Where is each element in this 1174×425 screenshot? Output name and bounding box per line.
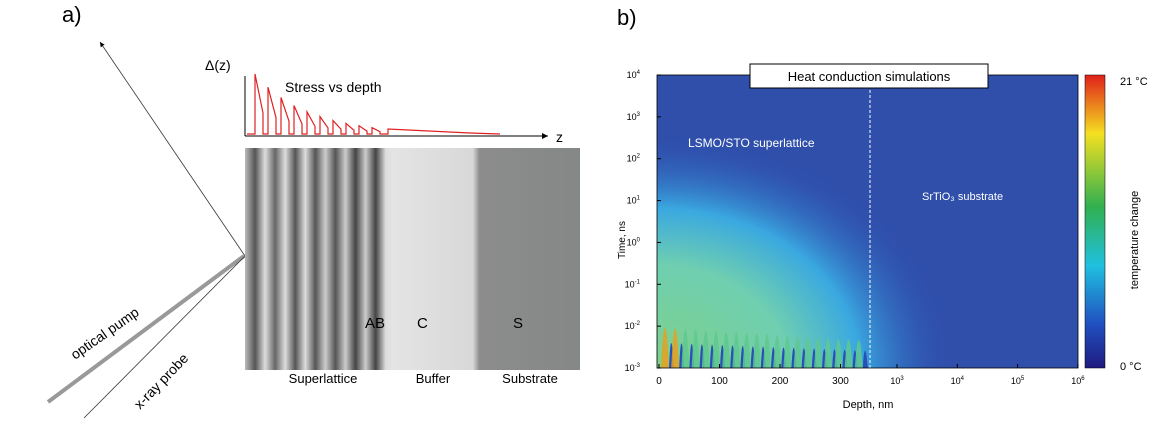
oscillation: [661, 328, 669, 368]
oscillation: [722, 331, 731, 368]
tick-exp: 4: [961, 376, 965, 382]
tick-base: 10: [627, 154, 637, 164]
colorbar-min: 0 °C: [1120, 361, 1142, 373]
oscillation: [691, 329, 700, 368]
tick-base: 10: [627, 112, 637, 122]
oscillation: [752, 333, 761, 368]
oscillation: [742, 333, 751, 368]
tick-base: 10: [625, 279, 635, 289]
tick-exp: -2: [635, 321, 641, 327]
tick-label: 10-3: [625, 363, 641, 373]
tick-base: 10: [627, 237, 637, 247]
oscillation-gap: [862, 350, 868, 368]
tick-base: 10: [890, 376, 900, 386]
tick-base: 10: [951, 376, 961, 386]
tick-base: 10: [625, 363, 635, 373]
region-label: Substrate: [502, 371, 558, 386]
layer-mark: S: [513, 315, 523, 332]
title-box: [749, 63, 989, 89]
oscillation: [793, 336, 802, 368]
plot-title: Heat conduction simulations: [788, 69, 951, 84]
panel-label: b): [617, 5, 637, 30]
probe-label: x-ray probe: [131, 350, 192, 412]
tick-base: 10: [627, 70, 637, 80]
probe-beam: [83, 255, 246, 419]
oscillation: [763, 334, 771, 368]
oscillation: [783, 335, 792, 368]
tick-label: 200: [772, 376, 789, 387]
xray-image: [245, 148, 580, 370]
tick-label: 100: [627, 237, 641, 247]
ray: [99, 41, 246, 257]
plot-title: Stress vs depth: [285, 79, 382, 95]
tick-label: 104: [951, 376, 965, 386]
stress-curve: [247, 73, 501, 135]
tick-label: 10-1: [625, 279, 641, 289]
colorbar-label: temperature change: [1129, 191, 1141, 289]
panel-label: a): [62, 2, 82, 27]
tick-label: 300: [832, 376, 849, 387]
oscillation: [773, 335, 782, 368]
tick-exp: 2: [637, 154, 641, 160]
delta-label: Δ(z): [205, 57, 231, 73]
tick-label: 106: [1071, 376, 1085, 386]
region-label: SrTiO₃ substrate: [922, 191, 1003, 203]
oscillation: [834, 338, 843, 368]
tick-label: 101: [627, 196, 641, 206]
colorbar-max: 21 °C: [1120, 76, 1148, 88]
oscillation: [671, 328, 680, 368]
colorbar: [1084, 74, 1106, 369]
layer-mark: AB: [365, 315, 385, 332]
oscillation: [701, 330, 710, 368]
tick-base: 10: [627, 196, 637, 206]
tick-exp: 1: [637, 196, 641, 202]
tick-exp: -3: [635, 363, 641, 369]
tick-exp: 3: [900, 376, 904, 382]
z-label: z: [556, 129, 563, 145]
tick-exp: 3: [637, 112, 641, 118]
oscillation: [803, 336, 812, 368]
y-label: Time, ns: [617, 221, 628, 259]
oscillation: [824, 338, 833, 368]
pump-label: optical pump: [68, 304, 142, 363]
tick-exp: 5: [1021, 376, 1025, 382]
tick-base: 10: [625, 321, 635, 331]
tick-label: 102: [627, 154, 641, 164]
tick-base: 10: [1071, 376, 1081, 386]
x-label: Depth, nm: [843, 399, 894, 411]
tick-label: 10-2: [625, 321, 641, 331]
tick-exp: 0: [637, 237, 641, 243]
region-label: LSMO/STO superlattice: [688, 136, 815, 150]
tick-exp: 4: [637, 70, 641, 76]
pump-beam: [46, 254, 246, 404]
oscillation: [854, 340, 863, 368]
tick-label: 100: [711, 376, 728, 387]
tick-label: 104: [627, 70, 641, 80]
region-label: Superlattice: [289, 371, 358, 386]
oscillation: [712, 331, 720, 368]
tick-base: 10: [1011, 376, 1021, 386]
tick-label: 103: [627, 112, 641, 122]
tick-label: 103: [890, 376, 904, 386]
tick-exp: 6: [1081, 376, 1085, 382]
oscillation: [681, 329, 690, 368]
region-label: Buffer: [416, 371, 451, 386]
oscillation: [732, 332, 741, 368]
oscillation: [814, 337, 822, 368]
tick-label: 0: [656, 376, 662, 387]
tick-exp: -1: [635, 279, 641, 285]
tick-label: 105: [1011, 376, 1025, 386]
oscillation: [844, 339, 853, 368]
heat-cloud: [657, 140, 947, 368]
layer-mark: C: [417, 315, 428, 332]
